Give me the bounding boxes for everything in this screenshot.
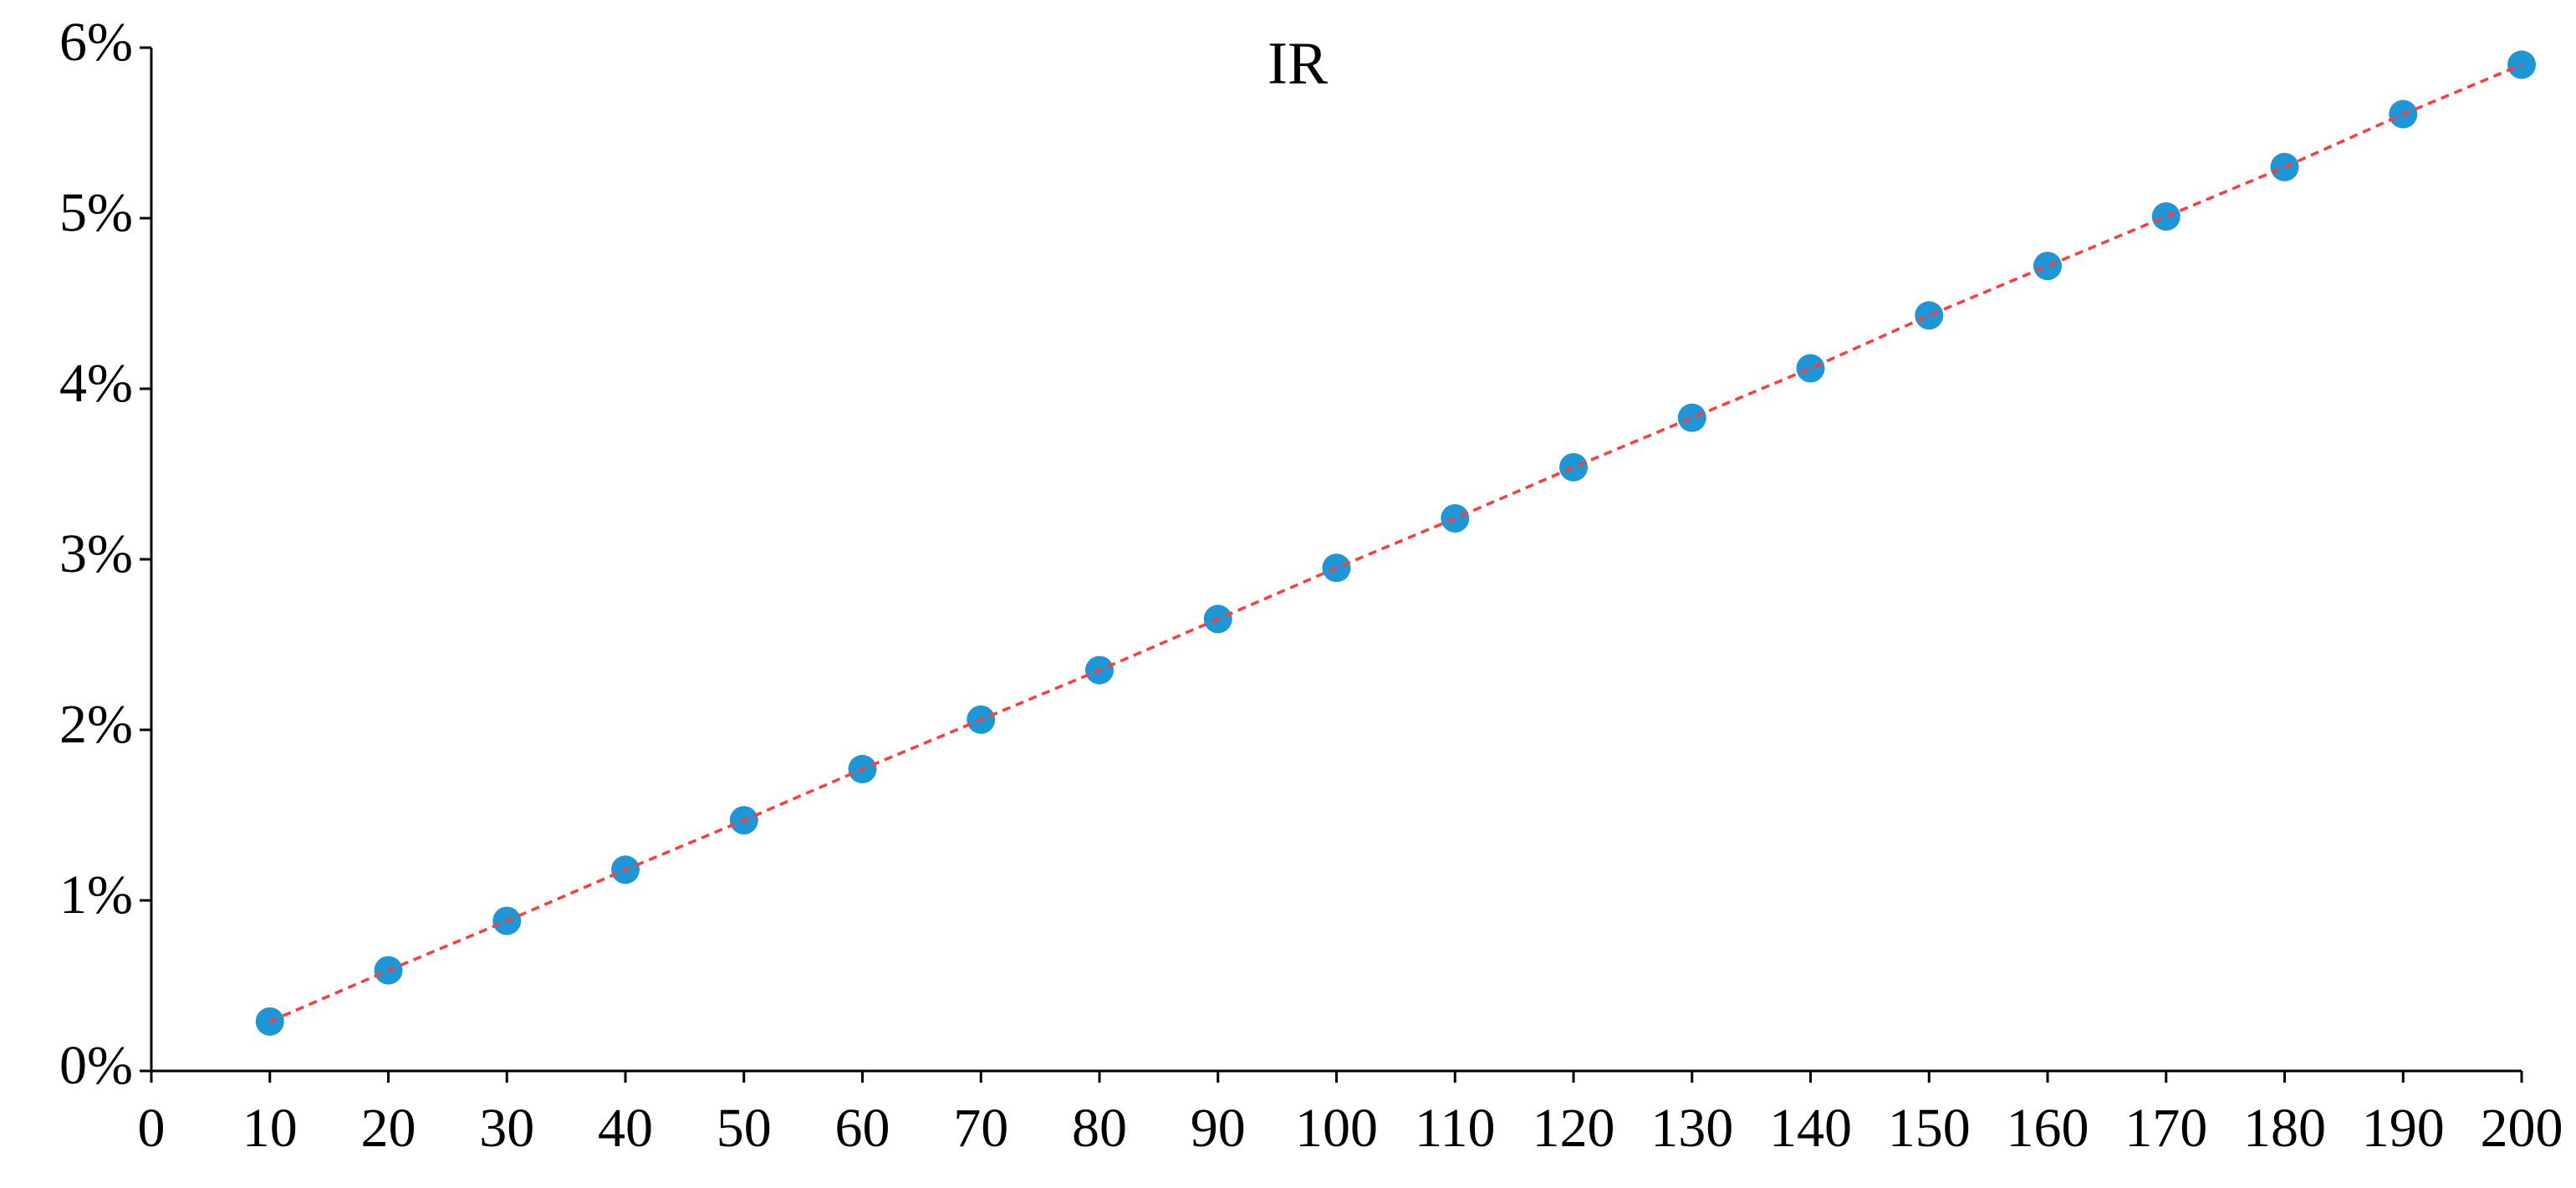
x-tick-label: 130 bbox=[1650, 1098, 1733, 1159]
x-tick-label: 160 bbox=[2007, 1098, 2089, 1159]
data-point bbox=[1915, 301, 1944, 330]
y-tick-label: 6% bbox=[59, 12, 133, 73]
x-tick-label: 30 bbox=[479, 1098, 534, 1159]
x-tick-label: 170 bbox=[2125, 1098, 2207, 1159]
y-tick-label: 3% bbox=[59, 523, 133, 584]
x-tick-label: 100 bbox=[1295, 1098, 1378, 1159]
chart-title: IR bbox=[1268, 30, 1328, 97]
x-tick-label: 60 bbox=[835, 1098, 890, 1159]
y-tick-label: 5% bbox=[59, 182, 133, 243]
y-tick-label: 0% bbox=[59, 1035, 133, 1096]
data-point bbox=[2033, 252, 2062, 281]
x-tick-label: 90 bbox=[1191, 1098, 1246, 1159]
data-point bbox=[1796, 354, 1825, 383]
trend-line bbox=[269, 63, 2522, 1023]
x-tick-label: 200 bbox=[2481, 1098, 2563, 1159]
y-tick-label: 2% bbox=[59, 694, 133, 755]
y-tick-label: 4% bbox=[59, 353, 133, 414]
x-tick-label: 150 bbox=[1888, 1098, 1971, 1159]
x-tick-label: 140 bbox=[1769, 1098, 1852, 1159]
x-tick-label: 120 bbox=[1533, 1098, 1615, 1159]
x-tick-label: 110 bbox=[1415, 1098, 1496, 1159]
x-tick-label: 70 bbox=[953, 1098, 1008, 1159]
x-tick-label: 190 bbox=[2362, 1098, 2445, 1159]
x-tick-label: 180 bbox=[2243, 1098, 2326, 1159]
x-tick-label: 0 bbox=[138, 1098, 166, 1159]
data-point bbox=[1559, 452, 1588, 482]
data-point bbox=[2151, 201, 2181, 231]
x-tick-label: 80 bbox=[1072, 1098, 1127, 1159]
y-tick-label: 1% bbox=[59, 864, 133, 925]
x-tick-label: 40 bbox=[598, 1098, 653, 1159]
x-tick-label: 20 bbox=[361, 1098, 416, 1159]
data-point bbox=[1677, 403, 1706, 432]
x-tick-label: 50 bbox=[717, 1098, 772, 1159]
data-point bbox=[2270, 152, 2299, 181]
x-tick-label: 10 bbox=[242, 1098, 298, 1159]
